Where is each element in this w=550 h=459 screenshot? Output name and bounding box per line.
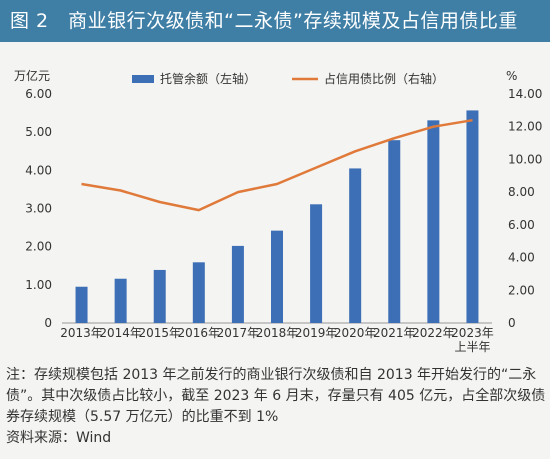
bar bbox=[349, 168, 362, 323]
bar bbox=[231, 245, 244, 323]
x-tick-label: 2020年 bbox=[334, 326, 377, 340]
title-bar: 图 2 商业银行次级债和“二永债”存续规模及占信用债比重 bbox=[0, 0, 550, 42]
bar bbox=[388, 140, 401, 323]
bar bbox=[153, 269, 166, 323]
y-right-tick-label: 12.00 bbox=[508, 120, 542, 134]
x-tick-label: 2013年 bbox=[60, 326, 103, 340]
bar bbox=[75, 286, 88, 323]
y-right-tick-label: 14.00 bbox=[508, 87, 542, 101]
y-right-tick-label: 2.00 bbox=[508, 283, 535, 297]
footnote: 注：存续规模包括 2013 年之前发行的商业银行次级债和自 2013 年开始发行… bbox=[6, 367, 546, 425]
line-series bbox=[81, 118, 473, 212]
y-left-tick-label: 4.00 bbox=[25, 163, 52, 177]
legend-line-label: 占信用债比例（右轴） bbox=[324, 71, 444, 86]
x-tick-label: 2018年 bbox=[256, 326, 299, 340]
y-left-tick-label: 1.00 bbox=[25, 278, 52, 292]
x-tick-label: 上半年 bbox=[454, 340, 490, 354]
x-tick-label: 2014年 bbox=[99, 326, 142, 340]
y-left-unit: 万亿元 bbox=[14, 68, 50, 83]
legend-bar-swatch bbox=[132, 75, 154, 83]
bar bbox=[310, 204, 323, 323]
y-left-tick-label: 0 bbox=[44, 316, 52, 330]
x-tick-label: 2016年 bbox=[178, 326, 221, 340]
chart-title: 图 2 商业银行次级债和“二永债”存续规模及占信用债比重 bbox=[10, 10, 518, 32]
bar bbox=[192, 262, 205, 323]
bar bbox=[466, 110, 479, 323]
y-right-unit: % bbox=[506, 69, 517, 83]
legend-bar-label: 托管余额（左轴） bbox=[160, 71, 256, 86]
x-tick-label: 2021年 bbox=[373, 326, 416, 340]
y-right-tick-label: 6.00 bbox=[508, 218, 535, 232]
y-left-tick-label: 2.00 bbox=[25, 240, 52, 254]
y-right-tick-label: 4.00 bbox=[508, 251, 535, 265]
x-tick-label: 2015年 bbox=[138, 326, 181, 340]
y-left-tick-label: 6.00 bbox=[25, 87, 52, 101]
y-right-tick-label: 0 bbox=[508, 316, 516, 330]
x-tick-label: 2023年 bbox=[451, 326, 494, 340]
bar bbox=[271, 230, 283, 323]
y-left-tick-label: 5.00 bbox=[25, 125, 52, 139]
x-tick-label: 2022年 bbox=[412, 326, 455, 340]
y-left-tick-label: 3.00 bbox=[25, 202, 52, 216]
x-tick-label: 2019年 bbox=[295, 326, 338, 340]
y-right-tick-label: 8.00 bbox=[508, 185, 535, 199]
x-tick-label: 2017年 bbox=[217, 326, 260, 340]
source-text: 资料来源：Wind bbox=[6, 430, 112, 446]
bar bbox=[114, 278, 127, 323]
chart-area: 万亿元 % 0 1.00 2.00 3.00 4.00 5.00 6.00 0 2.00 4.00 6.… bbox=[14, 68, 542, 354]
bar bbox=[427, 120, 440, 324]
y-right-tick-label: 10.00 bbox=[508, 152, 542, 166]
